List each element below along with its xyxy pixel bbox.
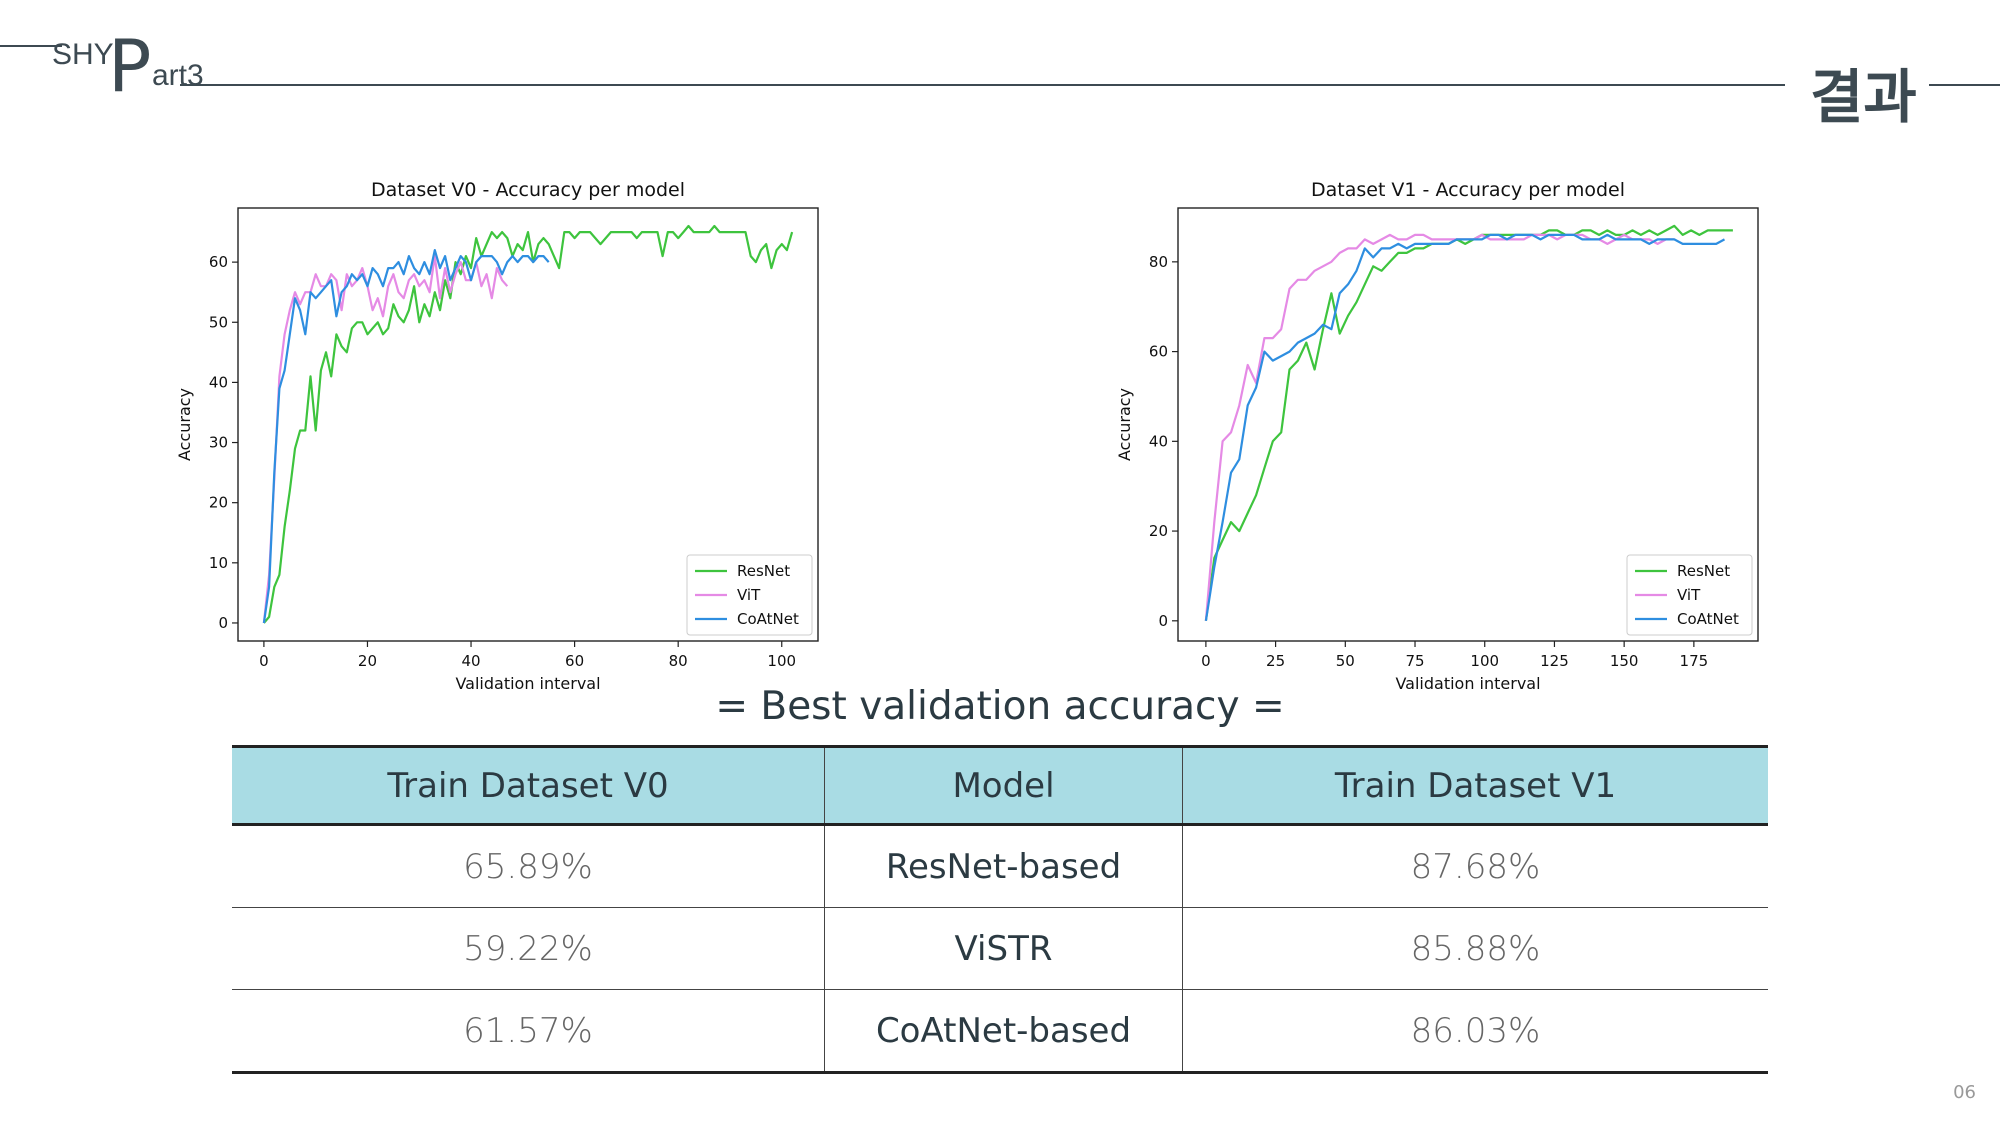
legend: ResNet ViT CoAtNet: [686, 554, 813, 636]
header-train-v1: Train Dataset V1: [1182, 745, 1768, 826]
y-axis-label: Accuracy: [1115, 388, 1134, 461]
table-row: 61.57% CoAtNet-based 86.03%: [232, 989, 1768, 1074]
legend: ResNet ViT CoAtNet: [1626, 554, 1753, 636]
results-table: Train Dataset V0 Model Train Dataset V1 …: [232, 745, 1768, 1074]
chart-svg: Dataset V1 - Accuracy per model 0 25 50 75 10…: [1115, 179, 1759, 693]
brand-suffix: art3: [152, 59, 204, 92]
chart-dataset-v0: Dataset V0 - Accuracy per model 0 20 40 60 80…: [170, 168, 830, 693]
plot-frame: [1177, 207, 1759, 642]
x-tick-label: 100: [767, 652, 796, 670]
y-tick-label: 0: [218, 614, 228, 632]
x-tick-label: 0: [1201, 652, 1211, 670]
series-line-resnet: [263, 224, 794, 624]
cell-v1-accuracy: 85.88%: [1182, 907, 1768, 990]
x-tick-label: 100: [1470, 652, 1499, 670]
x-tick-label: 175: [1680, 652, 1709, 670]
y-tick-label: 20: [209, 494, 228, 512]
legend-box: [686, 554, 813, 636]
legend-label: CoAtNet: [737, 610, 799, 628]
chart-title: Dataset V0 - Accuracy per model: [371, 179, 685, 201]
y-tick-label: 50: [209, 313, 228, 331]
header-short-rule: [0, 45, 62, 47]
plot-frame: [237, 207, 819, 642]
page-number: 06: [1953, 1082, 1976, 1103]
legend-label: CoAtNet: [1677, 610, 1739, 628]
legend-label: ResNet: [1677, 562, 1730, 580]
cell-model: ViSTR: [824, 907, 1183, 990]
chart-svg: Dataset V0 - Accuracy per model 0 20 40 60 80…: [175, 179, 819, 693]
table-row: 59.22% ViSTR 85.88%: [232, 907, 1768, 990]
series-line-resnet: [1204, 224, 1733, 621]
brand-initial: P: [108, 24, 152, 108]
x-tick-label: 150: [1610, 652, 1639, 670]
y-tick-label: 0: [1158, 612, 1168, 630]
chart-title: Dataset V1 - Accuracy per model: [1311, 179, 1625, 201]
x-tick-label: 25: [1266, 652, 1285, 670]
y-tick-label: 10: [209, 554, 228, 572]
table-caption: = Best validation accuracy =: [715, 684, 1285, 729]
y-tick-label: 40: [1149, 432, 1168, 450]
x-tick-label: 125: [1540, 652, 1569, 670]
x-tick-label: 75: [1405, 652, 1424, 670]
header-train-v0: Train Dataset V0: [232, 745, 825, 826]
table-row: 65.89% ResNet-based 87.68%: [232, 824, 1768, 908]
table-header-row: Train Dataset V0 Model Train Dataset V1: [232, 745, 1768, 826]
x-tick-label: 40: [461, 652, 480, 670]
series-line-coatnet: [1204, 233, 1726, 621]
brand-prefix: SHY: [52, 38, 114, 71]
series-line-vit: [262, 254, 509, 624]
y-tick-label: 30: [209, 434, 228, 452]
y-tick-label: 40: [209, 373, 228, 391]
legend-label: ViT: [1677, 586, 1701, 604]
x-tick-label: 20: [358, 652, 377, 670]
y-tick-label: 80: [1149, 253, 1168, 271]
x-axis-label: Validation interval: [1395, 674, 1540, 693]
series-line-coatnet: [262, 248, 550, 624]
y-tick-label: 20: [1149, 522, 1168, 540]
cell-v0-accuracy: 65.89%: [232, 824, 825, 908]
y-axis-label: Accuracy: [175, 388, 194, 461]
x-tick-label: 0: [259, 652, 269, 670]
x-axis-label: Validation interval: [455, 674, 600, 693]
chart-dataset-v1: Dataset V1 - Accuracy per model 0 25 50 75 10…: [1110, 168, 1770, 693]
cell-v1-accuracy: 87.68%: [1182, 824, 1768, 908]
legend-label: ResNet: [737, 562, 790, 580]
y-tick-label: 60: [1149, 343, 1168, 361]
x-tick-label: 60: [565, 652, 584, 670]
header-right-rule: [1922, 84, 2000, 86]
series-line-vit: [1204, 233, 1675, 621]
legend-box: [1626, 554, 1753, 636]
legend-label: ViT: [737, 586, 761, 604]
header-long-rule: [180, 84, 1785, 86]
x-tick-label: 80: [669, 652, 688, 670]
cell-v0-accuracy: 61.57%: [232, 989, 825, 1074]
header-model: Model: [824, 745, 1183, 826]
cell-model: CoAtNet-based: [824, 989, 1183, 1074]
x-tick-label: 50: [1336, 652, 1355, 670]
cell-model: ResNet-based: [824, 824, 1183, 908]
y-tick-label: 60: [209, 253, 228, 271]
section-title: 결과: [1798, 50, 1929, 134]
cell-v0-accuracy: 59.22%: [232, 907, 825, 990]
cell-v1-accuracy: 86.03%: [1182, 989, 1768, 1074]
